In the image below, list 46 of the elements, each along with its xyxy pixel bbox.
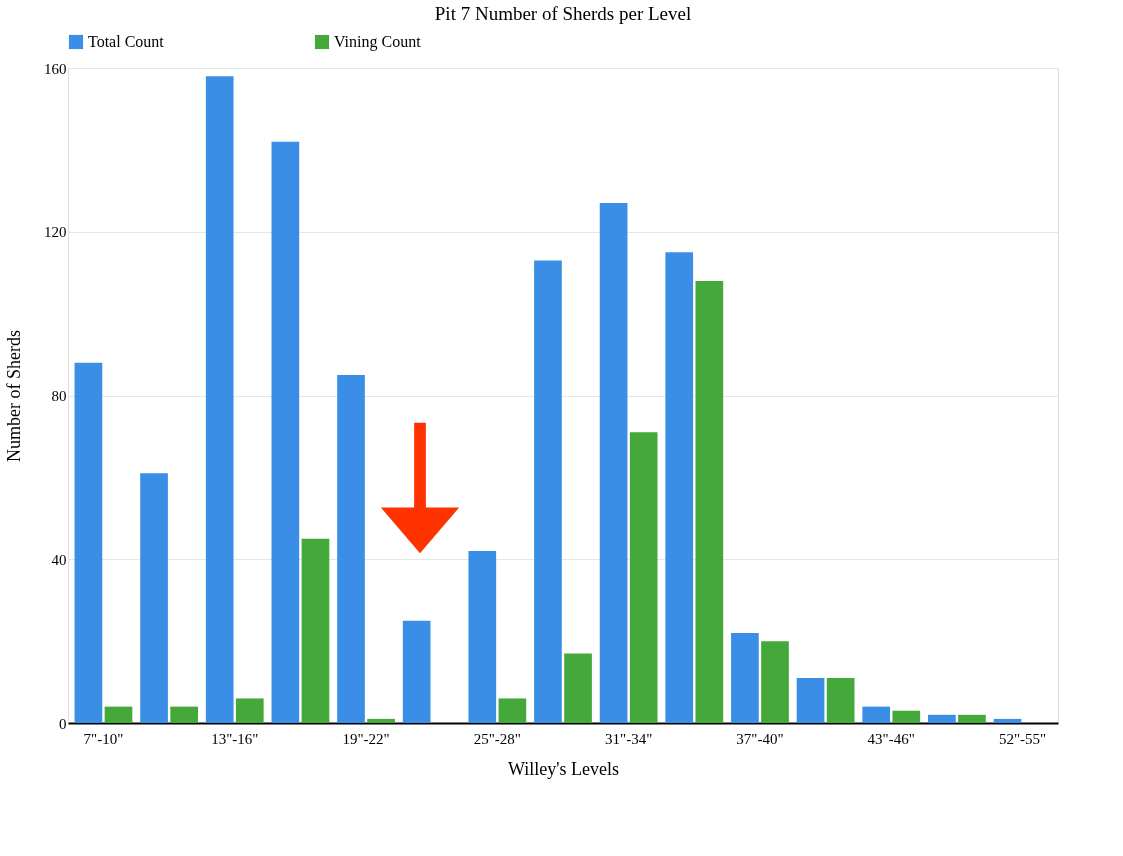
x-axis-title: Willey's Levels [508, 758, 619, 779]
bar [695, 280, 724, 723]
x-tick-label: 31"-34" [605, 730, 653, 747]
bar [761, 641, 789, 723]
bar [337, 375, 365, 723]
y-tick-label: 160 [44, 60, 67, 77]
y-axis-title: Number of Sherds [4, 330, 24, 462]
bar [534, 260, 562, 723]
bar [402, 620, 431, 723]
bar [271, 141, 300, 723]
bar [498, 698, 527, 723]
bar [796, 677, 825, 723]
x-tick-label: 52"-55" [998, 730, 1047, 747]
bar [629, 432, 658, 723]
bar [74, 362, 103, 723]
bar [235, 698, 264, 723]
y-tick-label: 40 [51, 551, 67, 568]
legend-label: Total Count [88, 33, 165, 50]
bar [170, 706, 198, 723]
y-tick-label: 80 [51, 388, 67, 404]
bar [892, 710, 921, 723]
bar [104, 706, 133, 723]
bar [301, 538, 330, 723]
bar [862, 706, 891, 723]
legend-label: Vining Count [334, 33, 422, 51]
y-tick-label: 0 [59, 715, 67, 732]
bar [599, 203, 628, 723]
x-tick-label: 19"-22" [342, 730, 390, 747]
x-tick-label: 7"-10" [83, 730, 124, 747]
bar [958, 714, 986, 723]
bar [468, 551, 497, 723]
x-tick-label: 13"-16" [211, 730, 259, 747]
bar [205, 76, 234, 723]
x-tick-label: 43"-46" [867, 730, 915, 747]
bar [826, 677, 855, 723]
x-tick-label: 37"-40" [736, 730, 784, 747]
bar [367, 718, 395, 723]
x-tick-label: 25"-28" [473, 730, 521, 747]
bar [928, 714, 956, 723]
bar [564, 653, 592, 723]
chart-title: Pit 7 Number of Sherds per Level [434, 3, 692, 24]
bar [731, 632, 759, 723]
bar [665, 252, 694, 723]
y-tick-label: 120 [44, 224, 67, 241]
bar [140, 473, 168, 723]
bar [993, 718, 1022, 723]
